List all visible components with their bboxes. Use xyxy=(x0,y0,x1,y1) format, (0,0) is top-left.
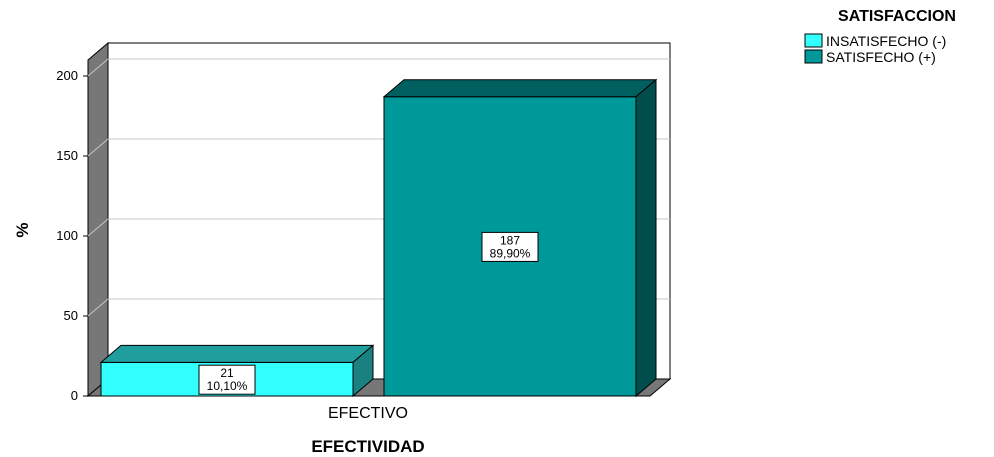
y-axis-title: % xyxy=(13,222,32,237)
y-tick-label: 0 xyxy=(71,388,78,403)
gridline-wall xyxy=(87,58,109,77)
left-wall xyxy=(87,41,109,398)
data-label-box xyxy=(481,231,539,262)
bar-top xyxy=(99,344,375,363)
bar-side xyxy=(352,344,374,398)
y-axis-ticks: 0 50 100 150 200 xyxy=(56,68,88,403)
legend-label-satisfecho: SATISFECHO (+) xyxy=(826,49,936,65)
legend-swatch-satisfecho xyxy=(804,49,823,64)
bar-side xyxy=(635,78,657,398)
legend: SATISFACCION INSATISFECHO (-) SATISFECHO… xyxy=(804,8,956,65)
data-label-percent: 10,10% xyxy=(207,379,248,393)
x-tick-label: EFECTIVO xyxy=(328,405,408,422)
legend-label-insatisfecho: INSATISFECHO (-) xyxy=(826,33,946,49)
gridline-wall xyxy=(87,298,109,317)
gridline-wall xyxy=(87,138,109,157)
x-axis-title: EFECTIVIDAD xyxy=(311,437,424,456)
gridline-wall xyxy=(87,218,109,237)
y-tick-label: 200 xyxy=(56,68,78,83)
y-tick-label: 100 xyxy=(56,228,78,243)
data-label-box xyxy=(198,364,256,395)
data-label-count: 21 xyxy=(220,366,234,380)
bar-top xyxy=(382,79,658,98)
data-label-count: 187 xyxy=(500,233,520,247)
data-label-percent: 89,90% xyxy=(490,246,531,260)
legend-title: SATISFACCION xyxy=(838,8,956,25)
y-tick-label: 50 xyxy=(64,308,78,323)
legend-swatch-insatisfecho xyxy=(804,33,823,48)
y-tick-label: 150 xyxy=(56,148,78,163)
